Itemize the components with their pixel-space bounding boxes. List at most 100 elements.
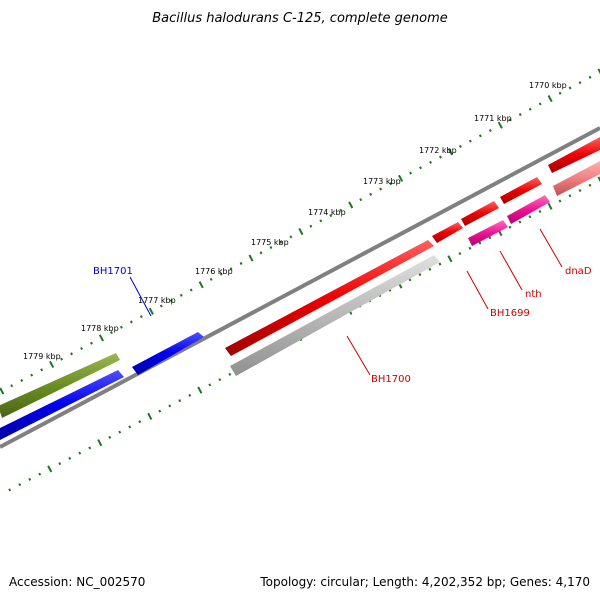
upper-scale-tick — [478, 134, 482, 138]
upper-scale-tick — [0, 387, 5, 395]
olive-gene-arrow[interactable] — [0, 353, 120, 418]
lower-scale-tick — [568, 194, 572, 198]
upper-scale-tick — [319, 219, 323, 223]
lower-scale-tick — [118, 430, 122, 434]
upper-scale-tick — [90, 341, 93, 345]
upper-scale-tick — [547, 95, 553, 103]
magenta-gene-arrow-2[interactable] — [507, 195, 550, 224]
upper-scale-tick — [80, 346, 83, 351]
lower-scale-tick — [78, 451, 82, 455]
lower-scale-tick — [88, 446, 92, 450]
lower-scale-tick — [8, 488, 12, 492]
lower-scale-tick — [518, 220, 522, 224]
map-title: Bacillus halodurans C-125, complete geno… — [152, 11, 448, 26]
blue-gene-arrow-lower[interactable] — [0, 370, 124, 440]
scale-label-1774: 1774 kbp — [308, 208, 346, 217]
gene-label-nth[interactable]: nth — [525, 289, 542, 300]
lower-scale-tick — [447, 255, 453, 263]
upper-scale-tick — [169, 299, 173, 303]
upper-scale-tick — [329, 214, 333, 218]
red-gene-arrow-nth[interactable] — [461, 201, 499, 226]
lower-scale-tick — [108, 435, 112, 439]
red-gene-arrow-edge[interactable] — [548, 137, 600, 173]
upper-scale-tick — [458, 144, 462, 148]
upper-scale-tick — [189, 288, 193, 292]
red-gene-arrow-bh1700[interactable] — [225, 240, 434, 356]
magenta-gene-arrow-1[interactable] — [468, 220, 508, 246]
bh1699-leader — [466, 270, 489, 310]
upper-scale-tick — [447, 148, 453, 156]
upper-scale-tick — [98, 334, 104, 342]
upper-scale-tick — [578, 81, 582, 85]
grey-gene-arrow[interactable] — [230, 255, 440, 376]
bh1701-leader — [129, 276, 152, 317]
upper-scale-tick — [468, 139, 472, 143]
upper-scale-tick — [20, 378, 24, 382]
upper-scale-tick — [309, 224, 313, 228]
genome-summary-text: Topology: circular; Length: 4,202,352 bp… — [259, 575, 590, 589]
red-gene-arrow-dnaD[interactable] — [500, 177, 542, 204]
upper-scale-tick — [379, 187, 383, 191]
lower-scale-tick — [588, 183, 592, 187]
upper-scale-tick — [239, 261, 243, 265]
upper-scale-tick — [129, 320, 133, 324]
lower-scale-tick — [418, 273, 422, 277]
upper-scale-tick — [439, 155, 442, 159]
lower-scale-tick — [147, 412, 153, 420]
scale-labels: 1770 kbp 1771 kbp 1772 kbp 1773 kbp 1774… — [23, 81, 567, 361]
upper-scale-tick — [229, 267, 233, 271]
lower-scale-tick — [468, 246, 472, 250]
red-gene-arrow-small[interactable] — [432, 222, 463, 243]
dnaD-leader — [539, 228, 563, 268]
upper-scale-tick — [497, 121, 503, 129]
scale-label-1771: 1771 kbp — [474, 114, 512, 123]
scale-label-1777: 1777 kbp — [138, 296, 176, 305]
upper-scale-tick — [209, 277, 213, 281]
lower-scale-tick — [38, 472, 42, 476]
scale-label-1772: 1772 kbp — [419, 146, 457, 155]
upper-scale-tick — [558, 91, 562, 95]
lower-scale-tick — [138, 420, 142, 424]
lower-scale-tick — [128, 425, 132, 429]
gene-label-bh1700[interactable]: BH1700 — [371, 374, 411, 385]
lower-scale-tick — [208, 383, 212, 387]
lower-scale-tick — [408, 278, 412, 282]
pink-gene-arrow[interactable] — [553, 161, 600, 196]
upper-scale-tick — [508, 118, 512, 122]
lower-scale-tick — [178, 399, 182, 403]
lower-scale-tick — [18, 483, 22, 487]
upper-scale-tick — [597, 68, 600, 75]
upper-scale-tick — [248, 254, 254, 262]
upper-scale-tick — [339, 208, 343, 212]
lower-scale-tick — [488, 236, 492, 240]
upper-scale-tick — [159, 304, 163, 308]
upper-scale-tick — [10, 384, 14, 388]
upper-scale-tick — [528, 107, 532, 111]
gene-label-dnad[interactable]: dnaD — [565, 266, 592, 277]
gene-label-bh1699[interactable]: BH1699 — [490, 308, 530, 319]
lower-scale-tick — [538, 209, 542, 214]
upper-scale-tick — [389, 182, 393, 186]
lower-scale-tick — [58, 462, 62, 466]
upper-scale-tick — [60, 357, 64, 361]
upper-scale-tick — [139, 315, 143, 319]
lower-scale-tick — [68, 456, 72, 460]
lower-scale-tick — [168, 404, 172, 408]
lower-scale-tick — [28, 477, 32, 481]
upper-scale-tick — [518, 113, 522, 117]
scale-label-1779: 1779 kbp — [23, 352, 61, 361]
gene-label-bh1701[interactable]: BH1701 — [93, 266, 133, 277]
upper-scale-tick — [298, 227, 304, 236]
lower-scale-tick — [528, 215, 532, 219]
lower-scale-tick — [47, 465, 53, 473]
upper-scale-tick — [259, 251, 263, 255]
lower-scale-tick — [197, 386, 203, 394]
scale-label-1775: 1775 kbp — [251, 238, 289, 247]
upper-scale-tick — [219, 272, 223, 276]
lower-scale-tick — [438, 262, 442, 266]
upper-scale-tick — [279, 240, 283, 244]
blue-gene-arrow-upper[interactable] — [132, 332, 204, 375]
upper-scale-tick — [119, 325, 123, 329]
lower-scale-tick — [458, 252, 462, 256]
lower-scale-tick — [558, 199, 562, 203]
